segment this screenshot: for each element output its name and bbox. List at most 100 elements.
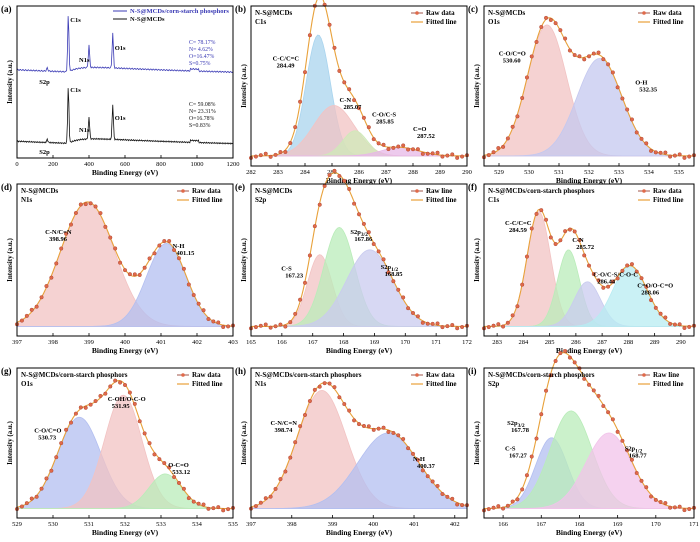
x-axis-label: Binding Energy (eV) (92, 528, 159, 537)
raw-data-point (342, 402, 347, 407)
raw-data-point (381, 425, 386, 430)
raw-data-point (634, 471, 639, 476)
panel-i: 166 167 168 169 170 171 Binding Energy (eV) Int… (468, 348, 699, 537)
raw-data-point (357, 212, 362, 217)
raw-data-point (132, 401, 137, 406)
raw-data-point (196, 301, 201, 306)
raw-data-point (539, 24, 544, 29)
y-axis-label: Intensity (a.u.) (473, 420, 481, 464)
panel-label: (c) (468, 4, 478, 14)
component-name-label: C-S (281, 266, 292, 273)
component-name-label: S2p3/2 (507, 420, 525, 429)
component-name-label: C-C/C=C (505, 220, 532, 227)
legend-fit-label: Fitted line (653, 18, 684, 26)
raw-data-point (524, 254, 529, 259)
x-tick-label: 289 (435, 169, 445, 176)
x-tick-label: 290 (676, 339, 686, 346)
component-value-label: 398.74 (274, 427, 293, 434)
x-tick-label: 534 (192, 521, 203, 528)
x-axis-label: Binding Energy (eV) (92, 346, 159, 355)
panel-label: (e) (235, 182, 245, 192)
raw-data-point (263, 151, 268, 156)
raw-data-point (682, 155, 687, 160)
raw-data-point (563, 229, 568, 234)
y-axis-label: Intensity (a.u.) (6, 420, 14, 464)
raw-data-point (520, 282, 525, 287)
x-tick-label: 397 (12, 339, 23, 346)
raw-data-point (342, 178, 347, 183)
panel-label: (h) (235, 366, 246, 376)
raw-data-point (544, 388, 549, 393)
raw-data-point (366, 424, 371, 429)
raw-data-point (98, 211, 103, 216)
raw-data-point (298, 99, 303, 104)
raw-data-point (64, 231, 69, 236)
raw-data-point (337, 68, 342, 73)
raw-data-point (361, 115, 366, 120)
raw-data-point (68, 222, 73, 227)
raw-data-point (544, 217, 549, 222)
x-tick-label: 398 (287, 521, 297, 528)
x-tick-label: 402 (192, 339, 202, 346)
plot-frame (250, 183, 468, 337)
composition-label: N= 23.31% (189, 109, 216, 115)
raw-data-point (396, 433, 401, 438)
raw-data-point (132, 272, 137, 277)
x-tick-label: 530 (48, 521, 58, 528)
legend-label: N-S@MCDs/corn-starch phosphors (130, 8, 229, 15)
y-axis-label: Intensity (a.u.) (473, 63, 481, 107)
raw-data-point (226, 507, 231, 512)
raw-data-point (376, 426, 381, 431)
x-tick-label: 600 (120, 161, 130, 168)
raw-data-point (206, 506, 211, 511)
x-tick-label: 531 (554, 169, 564, 176)
component-value-label: 287.52 (417, 133, 435, 140)
legend-raw-marker (181, 373, 185, 377)
x-tick-label: 290 (462, 169, 472, 176)
component-value-label: 167.78 (511, 427, 530, 434)
sample-name: N-S@MCDs/corn-starch phosphors (488, 187, 595, 195)
raw-data-point (687, 154, 692, 159)
x-tick-label: 167 (536, 521, 547, 528)
raw-data-point (49, 275, 54, 280)
raw-data-point (78, 202, 83, 207)
raw-data-point (152, 251, 157, 256)
raw-data-point (357, 106, 362, 111)
raw-data-point (529, 454, 534, 459)
raw-data-point (258, 153, 263, 158)
raw-data-point (529, 54, 534, 59)
raw-data-point (253, 325, 258, 330)
raw-data-point (176, 256, 181, 261)
raw-data-point (386, 270, 391, 275)
raw-data-point (278, 322, 283, 327)
raw-data-point (567, 48, 572, 53)
component-value-label: 284.49 (277, 62, 296, 69)
raw-data-point (103, 224, 108, 229)
raw-data-point (644, 485, 649, 490)
raw-data-point (152, 452, 157, 457)
raw-data-point (529, 226, 534, 231)
orbital-label: C1s (255, 18, 267, 26)
raw-data-point (108, 384, 113, 389)
peak-label: O1s (115, 45, 126, 52)
raw-data-point (211, 506, 216, 511)
raw-data-point (596, 278, 601, 283)
component-value-label: 167.86 (354, 236, 373, 243)
orbital-label: N1s (21, 196, 33, 204)
raw-data-point (620, 96, 625, 101)
raw-data-point (88, 402, 93, 407)
sample-name: N-S@MCDs (255, 9, 293, 17)
orbital-label: S2p (488, 380, 499, 388)
legend-fit-label: Fitted line (426, 380, 457, 388)
x-tick-label: 288 (624, 339, 634, 346)
panel-label: (d) (1, 182, 12, 192)
raw-data-point (127, 390, 132, 395)
raw-data-point (401, 143, 406, 148)
raw-data-point (491, 505, 496, 510)
raw-data-point (113, 378, 118, 383)
raw-data-point (548, 18, 553, 23)
x-tick-label: 172 (462, 339, 472, 346)
raw-data-point (677, 504, 682, 509)
component-name-label: C-O/C-S/C-O-C (593, 272, 638, 279)
component-name-label: C-S (505, 446, 516, 453)
